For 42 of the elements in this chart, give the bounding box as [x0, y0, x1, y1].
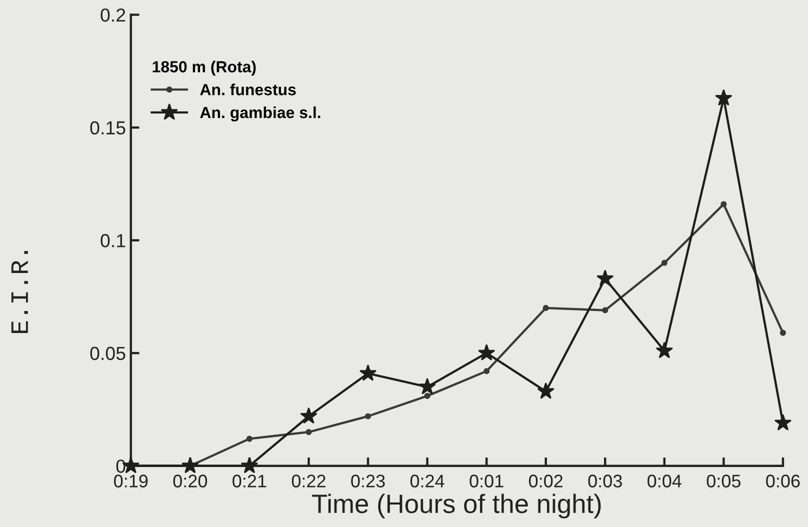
x-tick-label: 0:01 — [470, 474, 504, 488]
y-tick-label: 0.2 — [100, 8, 126, 22]
point — [780, 330, 786, 336]
point — [359, 364, 377, 381]
point — [537, 382, 554, 399]
point — [484, 368, 490, 374]
x-tick-label: 0:22 — [292, 474, 326, 488]
x-tick-label: 0:24 — [410, 474, 444, 488]
point — [720, 201, 727, 208]
point — [656, 342, 674, 358]
point — [774, 414, 792, 430]
x-tick-label: 0:19 — [114, 474, 148, 488]
x-tick-label: 0:23 — [351, 474, 385, 488]
y-tick-label: 0.1 — [100, 234, 126, 248]
point — [182, 456, 199, 474]
x-tick-label: 0:20 — [173, 474, 208, 488]
point — [661, 260, 668, 266]
point — [478, 344, 496, 361]
point — [602, 307, 608, 314]
point — [596, 270, 614, 286]
y-axis-title: E.I.R. — [11, 251, 28, 333]
point — [240, 456, 258, 474]
point — [300, 407, 318, 424]
x-tick-label: 0:04 — [648, 474, 682, 488]
point — [364, 413, 372, 420]
x-tick-label: 0:05 — [706, 474, 740, 488]
point — [306, 428, 312, 436]
y-tick-label: 0.15 — [90, 121, 126, 135]
point — [246, 436, 253, 442]
point — [715, 89, 732, 106]
y-tick-label: 0.05 — [90, 346, 126, 360]
legend-title: 1850 m (Rota) — [152, 60, 256, 76]
point — [424, 392, 430, 399]
point — [418, 378, 436, 394]
x-tick-label: 0:21 — [232, 474, 266, 488]
x-tick-label: 0:02 — [528, 474, 563, 488]
x-axis-title: Time (Hours of the night) — [312, 494, 601, 518]
legend-label: An. funestus — [200, 84, 296, 96]
legend-label: An. gambiae s.l. — [200, 106, 320, 122]
x-tick-label: 0:03 — [588, 474, 622, 488]
x-tick-label: 0:06 — [766, 474, 800, 488]
point — [542, 304, 549, 312]
